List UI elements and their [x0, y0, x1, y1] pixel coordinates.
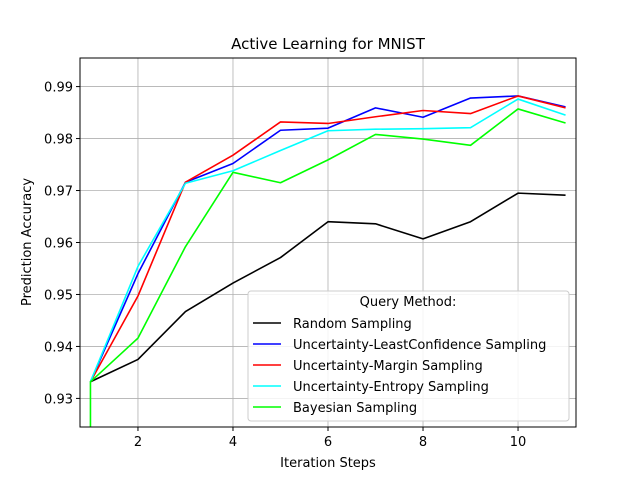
- x-axis-label: Iteration Steps: [280, 456, 376, 471]
- series-line-1: [90, 192, 566, 383]
- series-line-5: [89, 108, 566, 427]
- series-line-2: [89, 95, 566, 383]
- y-tick-label: 0.96: [44, 237, 73, 252]
- y-ticks: 0.93 0.94 0.95 0.96 0.97 0.98 0.99: [44, 81, 80, 407]
- legend-title: Query Method:: [360, 295, 457, 310]
- y-tick-label: 0.93: [44, 392, 73, 407]
- chart-title: Active Learning for MNIST: [231, 35, 426, 53]
- x-tick-label: 2: [134, 435, 142, 450]
- legend-box: [247, 290, 570, 422]
- legend-entry-label: Uncertainty-Entropy Sampling: [293, 380, 489, 395]
- series-line-4: [89, 98, 566, 383]
- x-tick-label: 6: [324, 435, 332, 450]
- y-tick-label: 0.99: [44, 81, 73, 96]
- series-lines: [89, 95, 566, 427]
- x-ticks: 2 4 6 8 10: [134, 427, 526, 450]
- y-tick-label: 0.98: [44, 133, 73, 148]
- y-axis-label: Prediction Accuracy: [20, 178, 35, 306]
- x-tick-label: 10: [510, 435, 527, 450]
- legend-entry-label: Uncertainty-LeastConfidence Sampling: [293, 338, 546, 353]
- x-tick-label: 8: [419, 435, 427, 450]
- legend-entry-label: Random Sampling: [293, 317, 412, 332]
- y-tick-label: 0.94: [44, 340, 73, 355]
- y-tick-label: 0.97: [44, 185, 73, 200]
- x-tick-label: 4: [229, 435, 237, 450]
- legend: Query Method: Random Sampling Uncertainty…: [247, 290, 570, 422]
- series-line-3: [89, 95, 566, 383]
- legend-entry-label: Uncertainty-Margin Sampling: [293, 359, 483, 374]
- y-tick-label: 0.95: [44, 288, 73, 303]
- legend-entry-label: Bayesian Sampling: [293, 401, 417, 416]
